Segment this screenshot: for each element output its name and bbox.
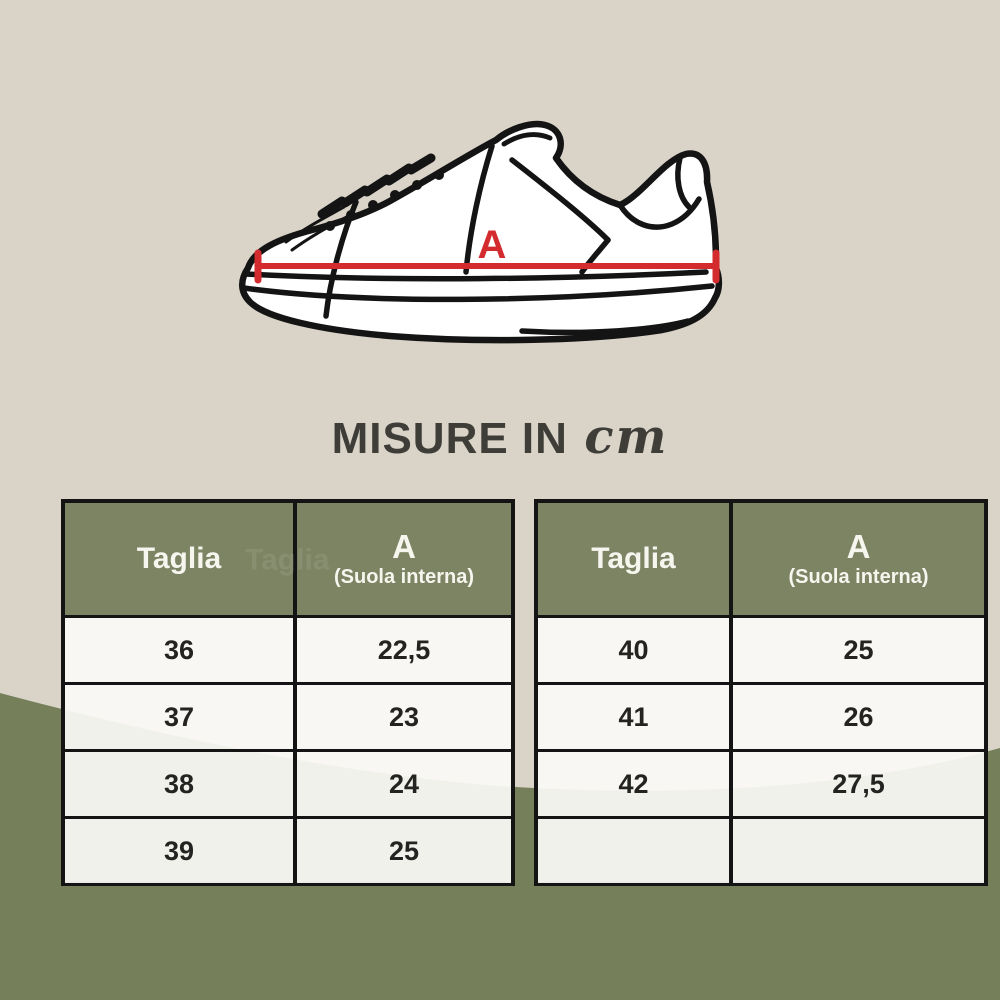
size-cell: 41: [538, 685, 733, 749]
table-row: 41 26: [538, 685, 984, 752]
header-measure-letter: A: [846, 528, 871, 566]
header-cell-measure: A (Suola interna): [733, 503, 984, 615]
size-cell: 39: [65, 819, 297, 883]
table-row: 40 25: [538, 618, 984, 685]
table-row: 36 22,5: [65, 618, 511, 685]
size-cell: 38: [65, 752, 297, 816]
size-cell: [538, 819, 733, 883]
measurement-label: A: [478, 223, 507, 267]
measure-cell: 25: [843, 634, 874, 665]
size-cell: 42: [538, 752, 733, 816]
size-table-right: Taglia A (Suola interna) 40 25 41 26 42 …: [534, 499, 988, 886]
measure-cell: 22,5: [377, 634, 431, 665]
header-measure-letter: A: [392, 528, 416, 566]
sneaker-illustration: A: [230, 100, 750, 360]
table-row: [538, 819, 984, 883]
laces: [317, 153, 436, 219]
measurement-line: [254, 249, 720, 284]
measure-cell: 27,5: [832, 768, 885, 799]
header-cell-measure: A (Suola interna): [297, 503, 511, 615]
size-cell: 36: [65, 618, 297, 682]
table-row: 38 24: [65, 752, 511, 819]
shoe-outline: [239, 120, 723, 344]
page-title: MISURE IN cm: [0, 410, 1000, 476]
table-row: 42 27,5: [538, 752, 984, 819]
sneaker-svg: A: [239, 120, 723, 344]
table-row: 39 25: [65, 819, 511, 883]
eyelets: [325, 170, 444, 231]
table-header: Taglia A (Suola interna): [538, 503, 984, 618]
size-cell: 37: [65, 685, 297, 749]
measure-cell: 23: [388, 701, 420, 732]
header-measure-sub: (Suola interna): [788, 566, 929, 589]
measure-cell: 24: [388, 768, 420, 799]
size-table-left: Taglia A (Suola interna) Taglia 36 22,5 …: [61, 499, 515, 886]
size-cell: 40: [538, 618, 733, 682]
title-unit: cm: [584, 409, 669, 465]
table-header: Taglia A (Suola interna) Taglia: [65, 503, 511, 618]
title-main: MISURE IN: [331, 414, 568, 463]
header-cell-taglia: Taglia: [538, 503, 733, 615]
header-cell-taglia: Taglia: [65, 503, 297, 615]
measure-cell: 26: [843, 701, 874, 732]
measure-cell: 25: [388, 835, 420, 866]
table-row: 37 23: [65, 685, 511, 752]
header-measure-sub: (Suola interna): [333, 566, 474, 589]
measure-cell: [733, 819, 984, 883]
